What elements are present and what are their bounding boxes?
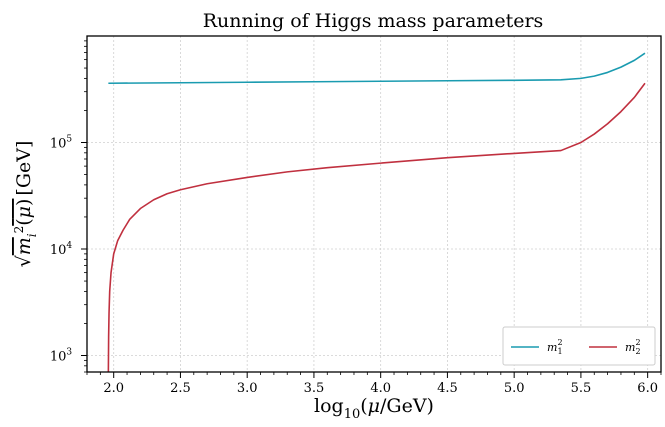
- x-tick-label: 4.5: [437, 381, 458, 396]
- x-tick-label: 6.0: [637, 381, 658, 396]
- grid: [87, 36, 661, 372]
- x-tick-label: 3.0: [237, 381, 258, 396]
- legend-label-2: m22: [625, 338, 641, 356]
- legend-frame: [502, 326, 656, 366]
- x-tick-label: 4.0: [370, 381, 391, 396]
- y-tick-label: 103: [50, 348, 73, 365]
- legend-label-1: m12: [547, 338, 563, 356]
- y-tick-label: 104: [50, 241, 73, 258]
- chart-title: Running of Higgs mass parameters: [203, 10, 544, 32]
- y-tick-label: 105: [50, 135, 73, 152]
- x-axis: 2.0 2.5 3.0 3.5 4.0 4.5 5.0 5.5 6.0: [86, 372, 662, 396]
- x-tick-label: 3.5: [304, 381, 325, 396]
- x-axis-label: log10(μ/GeV): [314, 395, 434, 422]
- x-tick-label: 2.5: [170, 381, 191, 396]
- x-tick-label: 2.0: [103, 381, 124, 396]
- series-line-1: [108, 52, 646, 85]
- series-line-2: [107, 82, 646, 373]
- y-axis-label: √mi2(μ)[GeV]: [12, 141, 39, 268]
- plot-frame: [86, 35, 662, 373]
- series-group: [107, 52, 646, 373]
- x-tick-label: 5.0: [504, 381, 525, 396]
- y-axis: 103 104 105: [50, 40, 87, 373]
- legend: m12 m22: [502, 326, 656, 366]
- x-tick-label: 5.5: [571, 381, 592, 396]
